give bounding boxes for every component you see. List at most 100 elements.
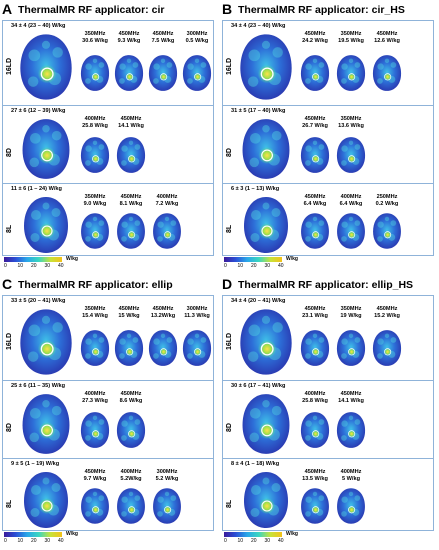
sub-head-map (117, 488, 145, 524)
sub-caption: 400MHz 27.3 W/kg (75, 391, 115, 405)
sub-caption: 450MHz 26.7 W/kg (295, 116, 335, 130)
sub-frequency: 300MHz (156, 469, 178, 475)
map-row: 9 ± 5 (1 – 19) W/kg 8L 450MHz 9.7 W/kg 400MH… (3, 458, 213, 532)
main-caption: 6 ± 3 (1 – 13) W/kg (231, 186, 280, 192)
sub-frequency: 350MHz (84, 194, 106, 200)
row-label: 8D (226, 423, 233, 432)
sub-caption: 400MHz 25.8 W/kg (75, 116, 115, 130)
row-label: 8D (226, 148, 233, 157)
sub-caption: 450MHz 14.1 W/kg (111, 116, 151, 130)
colorbar-tick: 30 (44, 263, 51, 269)
sub-frequency: 350MHz (84, 306, 106, 312)
map-row: 34 ± 4 (20 – 41) W/kg 16LD 450MHz 23.1 W/kg… (223, 296, 433, 380)
row-label: 8D (6, 423, 13, 432)
sub-sar-value: 7.2 W/kg (155, 201, 179, 207)
sub-frequency: 450MHz (304, 194, 326, 200)
sub-head-map (153, 488, 181, 524)
panel-title: ThermalMR RF applicator: ellip_HS (238, 279, 414, 291)
sub-caption: 450MHz 23.1 W/kg (295, 306, 335, 320)
sub-caption: 450MHz 8.6 W/kg (111, 391, 151, 405)
sub-sar-value: 6.4 W/kg (303, 201, 327, 207)
colorbar: 0 10 20 30 40 W/kg (224, 256, 298, 273)
sub-head-map (80, 55, 110, 91)
colorbar-tick: 40 (58, 263, 64, 269)
sub-sar-value: 14.1 W/kg (338, 398, 364, 404)
colorbar: 0 10 20 30 40 W/kg (4, 531, 78, 548)
panel-letter: A (2, 1, 13, 17)
sub-caption: 400MHz 5.2W/kg (111, 469, 151, 483)
sub-caption: 300MHz 5.2 W/kg (147, 469, 187, 483)
sub-head-map (117, 213, 145, 249)
sub-sar-value: 6.4 W/kg (339, 201, 363, 207)
sub-sar-value: 19.5 W/kg (338, 38, 364, 44)
sub-frequency: 450MHz (118, 31, 140, 37)
sub-sar-value: 12.6 W/kg (374, 38, 400, 44)
main-head-map (24, 197, 68, 253)
colorbar-tick: 20 (31, 538, 37, 544)
colorbar-gradient (4, 532, 62, 537)
colorbar: 0 10 20 30 40 W/kg (4, 256, 78, 273)
sub-caption: 450MHz 6.4 W/kg (295, 194, 335, 208)
colorbar-tick: 30 (264, 263, 271, 269)
colorbar-tick: 10 (237, 538, 244, 544)
sub-sar-value: 7.5 W/kg (151, 38, 175, 44)
colorbar-tick: 0 (224, 538, 227, 544)
sub-head-map (336, 55, 366, 91)
sub-frequency: 400MHz (120, 469, 142, 475)
panel-title: ThermalMR RF applicator: ellip (18, 279, 173, 291)
main-caption: 11 ± 6 (1 – 24) W/kg (11, 186, 62, 192)
panel-grid: 33 ± 5 (20 – 41) W/kg 16LD 350MHz 15.4 W/kg… (2, 295, 214, 531)
sub-head-map (80, 330, 110, 366)
sub-frequency: 450MHz (304, 306, 326, 312)
map-row: 34 ± 4 (23 – 40) W/kg 16LD 350MHz 30.6 W/kg… (3, 21, 213, 105)
sub-head-map (153, 213, 181, 249)
sub-head-map (182, 55, 212, 91)
sub-head-map (373, 213, 401, 249)
sub-caption: 350MHz 15.4 W/kg (75, 306, 115, 320)
map-row: 8 ± 4 (1 – 18) W/kg 8L 450MHz 13.5 W/kg 400M… (223, 458, 433, 532)
sub-caption: 450MHz 15 W/kg (109, 306, 149, 320)
sub-caption: 350MHz 30.6 W/kg (75, 31, 115, 45)
panel-letter: B (222, 1, 233, 17)
sub-caption: 300MHz 11.3 W/kg (177, 306, 217, 320)
colorbar-tick: 40 (58, 538, 64, 544)
sub-head-map (337, 213, 365, 249)
sub-head-map (80, 137, 110, 173)
main-caption: 30 ± 6 (17 – 41) W/kg (231, 383, 286, 389)
sub-frequency: 400MHz (156, 194, 178, 200)
main-head-map (22, 394, 70, 454)
sub-head-map (148, 330, 178, 366)
sub-frequency: 450MHz (152, 31, 174, 37)
colorbar-gradient (4, 257, 62, 262)
sub-caption: 450MHz 15.2 W/kg (367, 306, 407, 320)
sub-caption: 450MHz 9.7 W/kg (75, 469, 115, 483)
sub-sar-value: 0.5 W/kg (185, 38, 209, 44)
main-caption: 33 ± 5 (20 – 41) W/kg (11, 298, 66, 304)
sub-caption: 400MHz 5 W/kg (331, 469, 371, 483)
colorbar-unit: W/kg (66, 531, 78, 537)
panel-a: A ThermalMR RF applicator: cir 34 ± 4 (23 … (0, 0, 219, 275)
sub-sar-value: 0.2 W/kg (375, 201, 399, 207)
sub-caption: 300MHz 0.5 W/kg (177, 31, 217, 45)
sub-frequency: 450MHz (304, 469, 326, 475)
main-head-map (244, 197, 288, 253)
colorbar-tick: 20 (31, 263, 37, 269)
sub-head-map (337, 488, 365, 524)
row-label: 8L (6, 224, 13, 233)
sub-caption: 350MHz 9.0 W/kg (75, 194, 115, 208)
sub-caption: 350MHz 19.5 W/kg (331, 31, 371, 45)
sub-head-map (81, 488, 109, 524)
sub-sar-value: 9.7 W/kg (83, 476, 107, 482)
main-head-map (22, 119, 70, 179)
sub-caption: 450MHz 14.1 W/kg (331, 391, 371, 405)
sub-frequency: 450MHz (376, 306, 398, 312)
map-row: 34 ± 4 (23 – 40) W/kg 16LD 450MHz 24.2 W/kg… (223, 21, 433, 105)
sub-head-map (300, 412, 330, 448)
sub-head-map (116, 137, 146, 173)
main-head-map (24, 472, 68, 528)
sub-head-map (301, 213, 329, 249)
main-caption: 34 ± 4 (23 – 40) W/kg (231, 23, 286, 29)
sub-sar-value: 30.6 W/kg (82, 38, 108, 44)
sub-head-map (116, 412, 146, 448)
sub-sar-value: 5 W/kg (341, 476, 361, 482)
